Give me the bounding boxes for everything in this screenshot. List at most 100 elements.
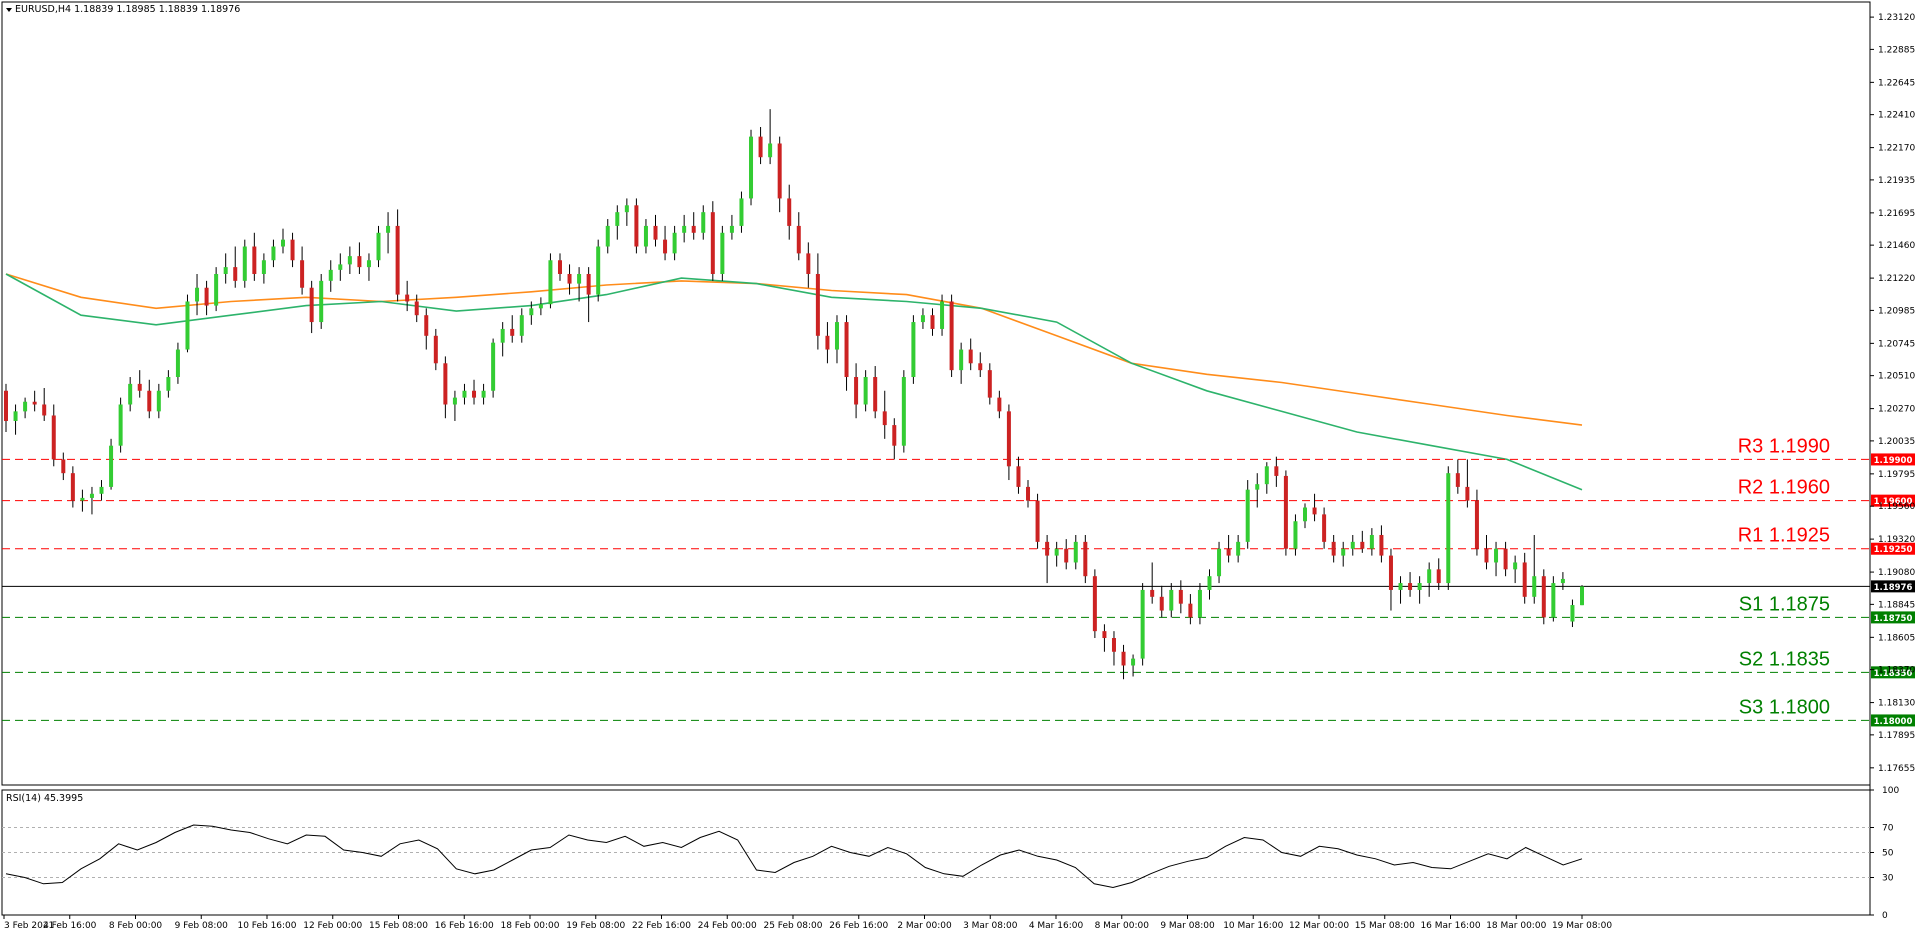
candle <box>701 205 706 240</box>
candle-body-up <box>548 260 553 305</box>
candle <box>128 377 133 412</box>
candle-body-up <box>1513 562 1518 570</box>
candle <box>462 383 467 405</box>
candle-body-down <box>433 335 438 364</box>
candle <box>834 315 839 364</box>
candle-body-down <box>815 273 820 336</box>
candle <box>1388 548 1393 611</box>
time-tick-label: 10 Feb 16:00 <box>237 921 296 931</box>
candle <box>873 366 878 419</box>
candle <box>815 253 820 350</box>
candle <box>195 273 200 316</box>
candle <box>328 260 333 292</box>
candle <box>443 356 448 419</box>
candle <box>1408 572 1413 597</box>
candle <box>137 370 142 398</box>
candle <box>32 390 37 412</box>
candle-body-up <box>605 225 610 247</box>
candle <box>175 342 180 384</box>
time-tick-label: 12 Feb 00:00 <box>303 921 362 931</box>
candle-body-down <box>557 260 562 274</box>
candle <box>1436 558 1441 590</box>
candle-body-down <box>472 390 477 398</box>
candle <box>510 315 515 343</box>
candle-body-down <box>357 256 362 268</box>
candle-body-up <box>223 267 228 274</box>
candle-body-down <box>1474 500 1479 549</box>
candle-body-up <box>682 225 687 233</box>
dropdown-triangle-icon[interactable] <box>6 8 12 12</box>
candle <box>1532 534 1537 604</box>
candle-body-down <box>1111 638 1116 652</box>
candle-body-down <box>395 225 400 295</box>
candle-body-down <box>1522 562 1527 597</box>
candle-body-down <box>204 287 209 306</box>
price-tick-label: 1.19560 <box>1878 502 1915 512</box>
candle-body-down <box>42 404 47 416</box>
candle-body-up <box>1551 583 1556 618</box>
candle <box>491 338 496 398</box>
candle-body-down <box>949 301 954 371</box>
time-tick-label: 16 Feb 16:00 <box>435 921 494 931</box>
candle-body-up <box>911 322 916 378</box>
candle-body-down <box>653 225 658 240</box>
time-tick-label: 19 Mar 08:00 <box>1552 921 1612 931</box>
price-tick-label: 1.23120 <box>1878 13 1915 23</box>
time-tick-label: 19 Feb 08:00 <box>566 921 625 931</box>
candle-body-up <box>1169 589 1174 611</box>
price-tick-label: 1.20035 <box>1878 437 1915 447</box>
candle <box>319 273 324 329</box>
candle <box>386 212 391 254</box>
candle-body-up <box>1131 658 1136 666</box>
candle-body-down <box>300 260 305 288</box>
candle-body-down <box>1159 596 1164 611</box>
candle <box>720 225 725 281</box>
candle <box>23 397 28 419</box>
candle-body-down <box>233 267 238 281</box>
candle <box>796 212 801 261</box>
candle-body-down <box>1226 548 1231 556</box>
candle <box>1455 459 1460 494</box>
candle <box>1369 528 1374 556</box>
candle-body-down <box>1436 569 1441 584</box>
level-label: R3 1.1990 <box>1738 435 1830 457</box>
level-price-tag-label: 1.19250 <box>1874 545 1913 555</box>
candle-body-up <box>319 280 324 323</box>
candle-body-up <box>901 377 906 446</box>
candle <box>710 201 715 281</box>
price-tick-label: 1.22645 <box>1878 78 1915 88</box>
candle <box>749 129 754 206</box>
candle <box>366 253 371 281</box>
price-tick-label: 1.21460 <box>1878 241 1915 251</box>
candle <box>1570 599 1575 628</box>
candle-body-up <box>596 246 601 295</box>
candle-body-down <box>586 273 591 295</box>
candle-body-up <box>1570 605 1575 622</box>
candle-body-up <box>1446 473 1451 584</box>
candle <box>1465 459 1470 508</box>
level-label: R2 1.1960 <box>1738 477 1830 499</box>
candle-body-down <box>710 212 715 274</box>
candle-body-down <box>987 370 992 398</box>
candle-body-up <box>491 342 496 391</box>
candle-body-down <box>510 328 515 336</box>
candle <box>252 232 257 281</box>
level-label: R1 1.1925 <box>1738 525 1830 547</box>
candle-body-up <box>166 377 171 391</box>
candle <box>280 228 285 254</box>
time-tick-label: 2 Mar 00:00 <box>897 921 952 931</box>
candle-body-up <box>615 212 620 226</box>
candle <box>863 370 868 412</box>
price-tick-label: 1.21220 <box>1878 274 1915 284</box>
candle <box>920 308 925 329</box>
candle <box>1131 654 1136 677</box>
candle-body-down <box>424 315 429 336</box>
candle <box>1331 534 1336 563</box>
candle-body-down <box>252 246 257 274</box>
level-label: S3 1.1800 <box>1739 696 1830 718</box>
candle-body-up <box>1264 466 1269 485</box>
candle <box>118 397 123 453</box>
candle-body-down <box>691 225 696 233</box>
candle-body-up <box>1398 583 1403 590</box>
